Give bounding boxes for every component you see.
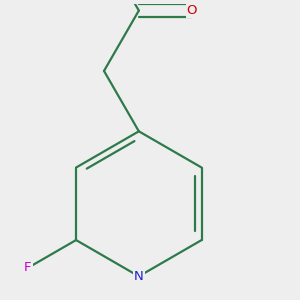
Text: F: F xyxy=(24,261,32,274)
Text: O: O xyxy=(187,4,197,17)
Text: N: N xyxy=(134,270,144,283)
